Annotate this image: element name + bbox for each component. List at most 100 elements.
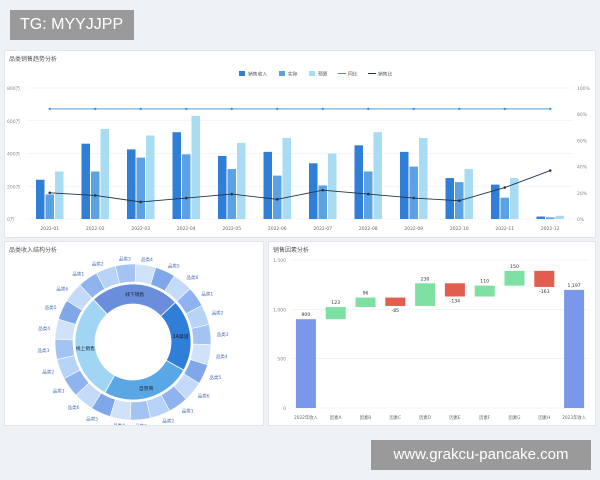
- trend-bar: [510, 178, 519, 219]
- structure-title: 品类收入结构分析: [9, 247, 58, 254]
- y-right-tick: 0%: [577, 217, 585, 223]
- waterfall-value: -85: [392, 308, 400, 314]
- ratio-point: [139, 200, 143, 204]
- waterfall-value: -134: [450, 299, 461, 305]
- trend-bar: [328, 153, 337, 219]
- trend-bar: [182, 154, 191, 219]
- legend-label: 销售收入: [248, 71, 267, 78]
- outer-slice-label: 品类1: [201, 290, 213, 297]
- ratio-point: [184, 196, 188, 200]
- yoy-point: [549, 107, 552, 111]
- trend-bar: [172, 132, 181, 219]
- outer-slice-label: 品类4: [141, 256, 153, 263]
- waterfall-value: 230: [421, 276, 430, 282]
- ratio-point: [321, 188, 325, 192]
- yoy-point: [503, 107, 506, 111]
- trend-bar: [45, 194, 54, 219]
- y-left-tick: 0万: [7, 217, 15, 223]
- inner-slice-label: 线上销售: [76, 345, 95, 352]
- legend-swatch: [309, 71, 315, 76]
- trend-bar: [491, 184, 500, 219]
- yoy-point: [458, 107, 461, 111]
- outer-slice-label: 品类6: [68, 404, 80, 411]
- y-right-tick: 100%: [577, 86, 591, 92]
- trend-panel: 品类销售趋势分析 0万 200万 400万 600万 800万 0% 20% 40% 60% 80…: [4, 50, 596, 238]
- x-tick-label: 2022-05: [222, 226, 241, 232]
- x-tick-label: 2022-09: [404, 226, 423, 232]
- ratio-point: [93, 194, 97, 197]
- legend-swatch: [279, 71, 285, 76]
- outer-slice-label: 品类3: [38, 347, 50, 354]
- waterfall-bar: [295, 319, 316, 408]
- watermark-top: TG: MYYJJPP: [10, 10, 134, 40]
- legend-label: 同比: [348, 71, 358, 78]
- y-right-tick: 20%: [577, 191, 588, 197]
- outer-slice-label: 品类4: [38, 325, 50, 332]
- y-left-tick: 800万: [7, 86, 21, 92]
- trend-bar: [263, 151, 272, 219]
- trend-bar: [127, 149, 136, 219]
- ratio-point: [503, 186, 507, 189]
- waterfall-bar: [325, 307, 346, 320]
- legend-label: 预算: [318, 71, 328, 78]
- trend-bar: [100, 128, 109, 219]
- inner-slice: [74, 298, 116, 394]
- trend-title: 品类销售趋势分析: [9, 56, 58, 63]
- y-tick: 500: [277, 357, 286, 363]
- waterfall-bar: [415, 283, 436, 306]
- x-tick-label: 2022-12: [541, 226, 560, 232]
- x-tick-label: 因素H: [538, 414, 550, 421]
- trend-bar: [309, 163, 318, 219]
- yoy-point: [230, 107, 233, 111]
- x-tick-label: 因素D: [419, 414, 432, 421]
- y-right-tick: 60%: [577, 138, 588, 144]
- ratio-point: [412, 196, 416, 200]
- legend-label: 实际: [288, 71, 298, 78]
- trend-bar: [500, 197, 509, 219]
- waterfall-value: 123: [331, 300, 340, 306]
- legend-label: 销售比: [378, 71, 393, 78]
- yoy-point: [185, 107, 188, 111]
- x-tick-label: 2022-03: [131, 226, 150, 232]
- structure-panel: 品类收入结构分析 线下销售 1A渠道 自营商 线上销售 品类1 品类2 品类3 品类4 品类5 品…: [4, 241, 264, 426]
- waterfall-value: -163: [539, 289, 550, 295]
- y-tick: 0: [283, 406, 286, 412]
- y-left-tick: 200万: [7, 184, 21, 190]
- outer-slice-label: 品类6: [186, 274, 198, 281]
- trend-bar: [273, 175, 282, 219]
- yoy-point: [48, 107, 51, 111]
- trend-bar: [373, 132, 382, 219]
- trend-bar: [318, 185, 327, 219]
- x-tick-label: 2022-11: [495, 226, 514, 232]
- x-tick-label: 因素F: [479, 414, 491, 421]
- x-tick-label: 2022-10: [450, 226, 469, 232]
- trend-bar: [400, 151, 409, 219]
- yoy-point: [276, 107, 279, 111]
- x-tick-label: 2022-07: [313, 226, 332, 232]
- yoy-point: [139, 107, 142, 111]
- x-tick-label: 2023年收入: [562, 414, 587, 421]
- outer-slice-label: 品类2: [42, 368, 54, 375]
- outer-slice-label: 品类5: [86, 415, 98, 422]
- x-tick-label: 因素C: [389, 414, 401, 421]
- outer-slice-label: 品类2: [92, 260, 104, 267]
- trend-bar: [136, 157, 145, 219]
- trend-bar: [55, 171, 64, 219]
- trend-bar: [146, 135, 155, 219]
- trend-bar: [555, 215, 564, 219]
- waterfall-value: 1,197: [568, 283, 581, 289]
- outer-slice-label: 品类2: [212, 310, 224, 317]
- outer-slice-label: 品类6: [198, 392, 210, 399]
- waterfall-value: 96: [363, 291, 369, 297]
- ratio-point: [366, 192, 370, 196]
- y-left-tick: 600万: [7, 119, 21, 125]
- x-tick-label: 2022-08: [359, 226, 378, 232]
- y-right-tick: 40%: [577, 165, 588, 171]
- x-tick-label: 2022-04: [177, 226, 196, 232]
- x-tick-label: 2022-06: [268, 226, 287, 232]
- trend-bar: [536, 216, 545, 219]
- inner-slice-label: 线下销售: [125, 291, 144, 298]
- factor-panel: 销售因素分析 0 500 1,000 1,500 900 2022年收入 123 因素A 96 因…: [268, 241, 596, 426]
- ratio-line: [49, 170, 551, 203]
